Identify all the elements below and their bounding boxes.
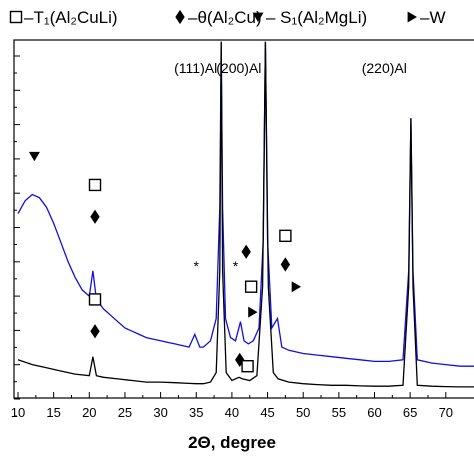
legend-label-3: –W (420, 8, 446, 27)
legend-entry-2: – S₁(Al₂MgLi) (252, 8, 367, 27)
phase-marker-open-square (88, 178, 102, 192)
x-tick-label: 50 (296, 405, 310, 420)
phase-marker-open-square (244, 280, 258, 293)
peak-label: (111)Al (174, 60, 217, 76)
legend-entry-0: –T₁(Al₂CuLi) (9, 8, 118, 27)
legend-label-1: –θ(Al₂Cu) (188, 8, 262, 27)
phase-marker-open-square (241, 360, 254, 373)
asterisk-annotation: * (233, 258, 239, 274)
x-tick-label: 15 (46, 405, 60, 420)
legend-entry-1: –θ(Al₂Cu) (175, 8, 262, 27)
series-line-0 (17, 41, 474, 367)
y-axis (14, 55, 20, 417)
x-tick-label: 35 (189, 405, 203, 420)
phase-marker-open-square (88, 293, 102, 306)
phase-marker-diamond (241, 244, 251, 259)
asterisk-annotation: * (194, 258, 200, 274)
peak-label: (200)Al (216, 60, 261, 76)
legend-marker-open-square (9, 10, 23, 24)
x-tick-label: 10 (11, 405, 25, 420)
x-tick-label: 20 (82, 405, 96, 420)
peak-label: (220)Al (362, 60, 407, 76)
phase-marker-right-triangle (291, 281, 302, 293)
x-axis-title: 2Θ, degree (188, 433, 276, 452)
legend-label-0: –T₁(Al₂CuLi) (24, 8, 118, 27)
x-tick-label: 70 (439, 405, 453, 420)
legend-marker-right-triangle (407, 11, 417, 23)
phase-marker-down-triangle (28, 151, 40, 162)
x-tick-label: 30 (153, 405, 167, 420)
phase-marker-diamond (280, 257, 291, 272)
phase-marker-open-square (279, 229, 292, 243)
x-tick-label: 60 (367, 405, 381, 420)
x-tick-label: 65 (403, 405, 417, 420)
phase-marker-diamond (90, 324, 100, 339)
peak-labels: (111)Al (200)Al (220)Al (174, 60, 407, 76)
x-axis: 10 15 20 25 30 35 40 45 50 55 60 65 70 (11, 392, 453, 420)
legend: –T₁(Al₂CuLi) –θ(Al₂Cu) – S₁(Al₂MgLi) –W (9, 8, 446, 27)
legend-marker-down-triangle (252, 12, 264, 22)
legend-entry-3: –W (407, 8, 446, 27)
legend-label-2: – S₁(Al₂MgLi) (266, 8, 367, 27)
phase-markers: * * (28, 151, 302, 373)
series-layer (17, 41, 474, 388)
x-tick-label: 45 (260, 405, 274, 420)
legend-marker-diamond (175, 9, 185, 25)
series-line-1 (17, 41, 474, 388)
plot-frame (13, 39, 474, 399)
x-tick-label: 25 (118, 405, 132, 420)
x-tick-label: 55 (332, 405, 346, 420)
phase-marker-diamond (90, 209, 100, 224)
phase-marker-right-triangle (248, 306, 258, 318)
x-tick-label: 40 (225, 405, 239, 420)
